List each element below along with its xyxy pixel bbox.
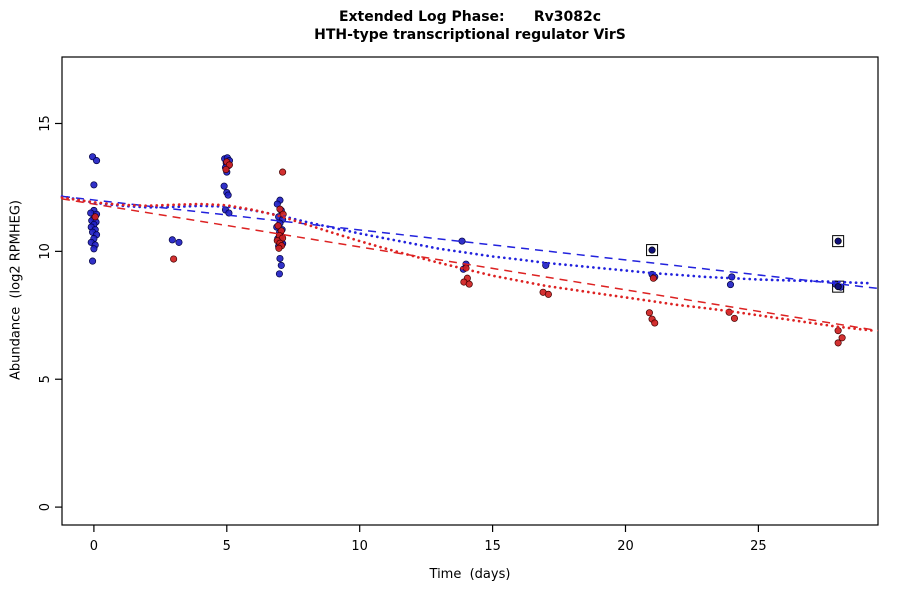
x-tick-label: 25	[750, 539, 767, 554]
blue-point	[224, 191, 232, 199]
red-point	[222, 165, 230, 174]
blue-point	[90, 181, 98, 189]
y-tick-label: 0	[38, 503, 53, 511]
red-point	[544, 290, 552, 298]
red-point	[834, 327, 842, 335]
chart-title: Extended Log Phase: Rv3082c	[338, 9, 602, 25]
x-tick-label: 0	[90, 539, 98, 554]
x-tick-label: 10	[351, 539, 368, 554]
blue-point	[168, 236, 176, 244]
outlier-box	[832, 280, 845, 293]
blue-point	[728, 273, 736, 281]
blue-point	[276, 254, 284, 263]
blue-point	[458, 237, 466, 245]
red-point	[838, 334, 846, 342]
blue-point	[277, 261, 285, 269]
plot-border	[61, 56, 879, 526]
outlier-point	[834, 283, 842, 291]
blue-point	[175, 238, 183, 246]
red-point	[91, 213, 99, 221]
red-point	[649, 274, 657, 282]
red-point	[465, 280, 473, 288]
red-point	[651, 319, 659, 327]
chart-subtitle: HTH-type transcriptional regulator VirS	[314, 27, 626, 43]
red-point	[834, 339, 842, 347]
blue-point	[220, 182, 228, 190]
red-point	[275, 244, 283, 252]
red-point	[170, 255, 178, 263]
y-tick-label: 10	[38, 243, 53, 260]
y-tick-label: 5	[38, 375, 53, 383]
red-point	[730, 314, 739, 322]
red-point	[276, 205, 284, 213]
blue-point	[542, 261, 550, 269]
x-tick-label: 5	[223, 539, 231, 554]
blue-linear-fit	[61, 195, 879, 290]
x-axis-label: Time (days)	[429, 567, 511, 582]
red-point	[274, 222, 282, 230]
blue-point	[89, 257, 97, 265]
outlier-point	[834, 237, 842, 245]
y-tick-label: 15	[38, 115, 53, 132]
blue-point	[275, 270, 283, 278]
outlier-point	[648, 246, 656, 254]
x-tick-label: 20	[617, 539, 634, 554]
blue-point	[90, 245, 98, 253]
x-tick-label: 15	[484, 539, 501, 554]
red-loess-fit	[60, 196, 875, 332]
blue-point	[93, 157, 101, 165]
outlier-box	[646, 244, 659, 257]
red-point	[279, 168, 287, 176]
red-point	[645, 309, 653, 317]
blue-loess-fit	[60, 195, 875, 285]
outlier-box	[832, 235, 845, 248]
blue-point	[726, 281, 735, 289]
red-linear-fit	[61, 198, 879, 332]
blue-point	[225, 209, 233, 217]
